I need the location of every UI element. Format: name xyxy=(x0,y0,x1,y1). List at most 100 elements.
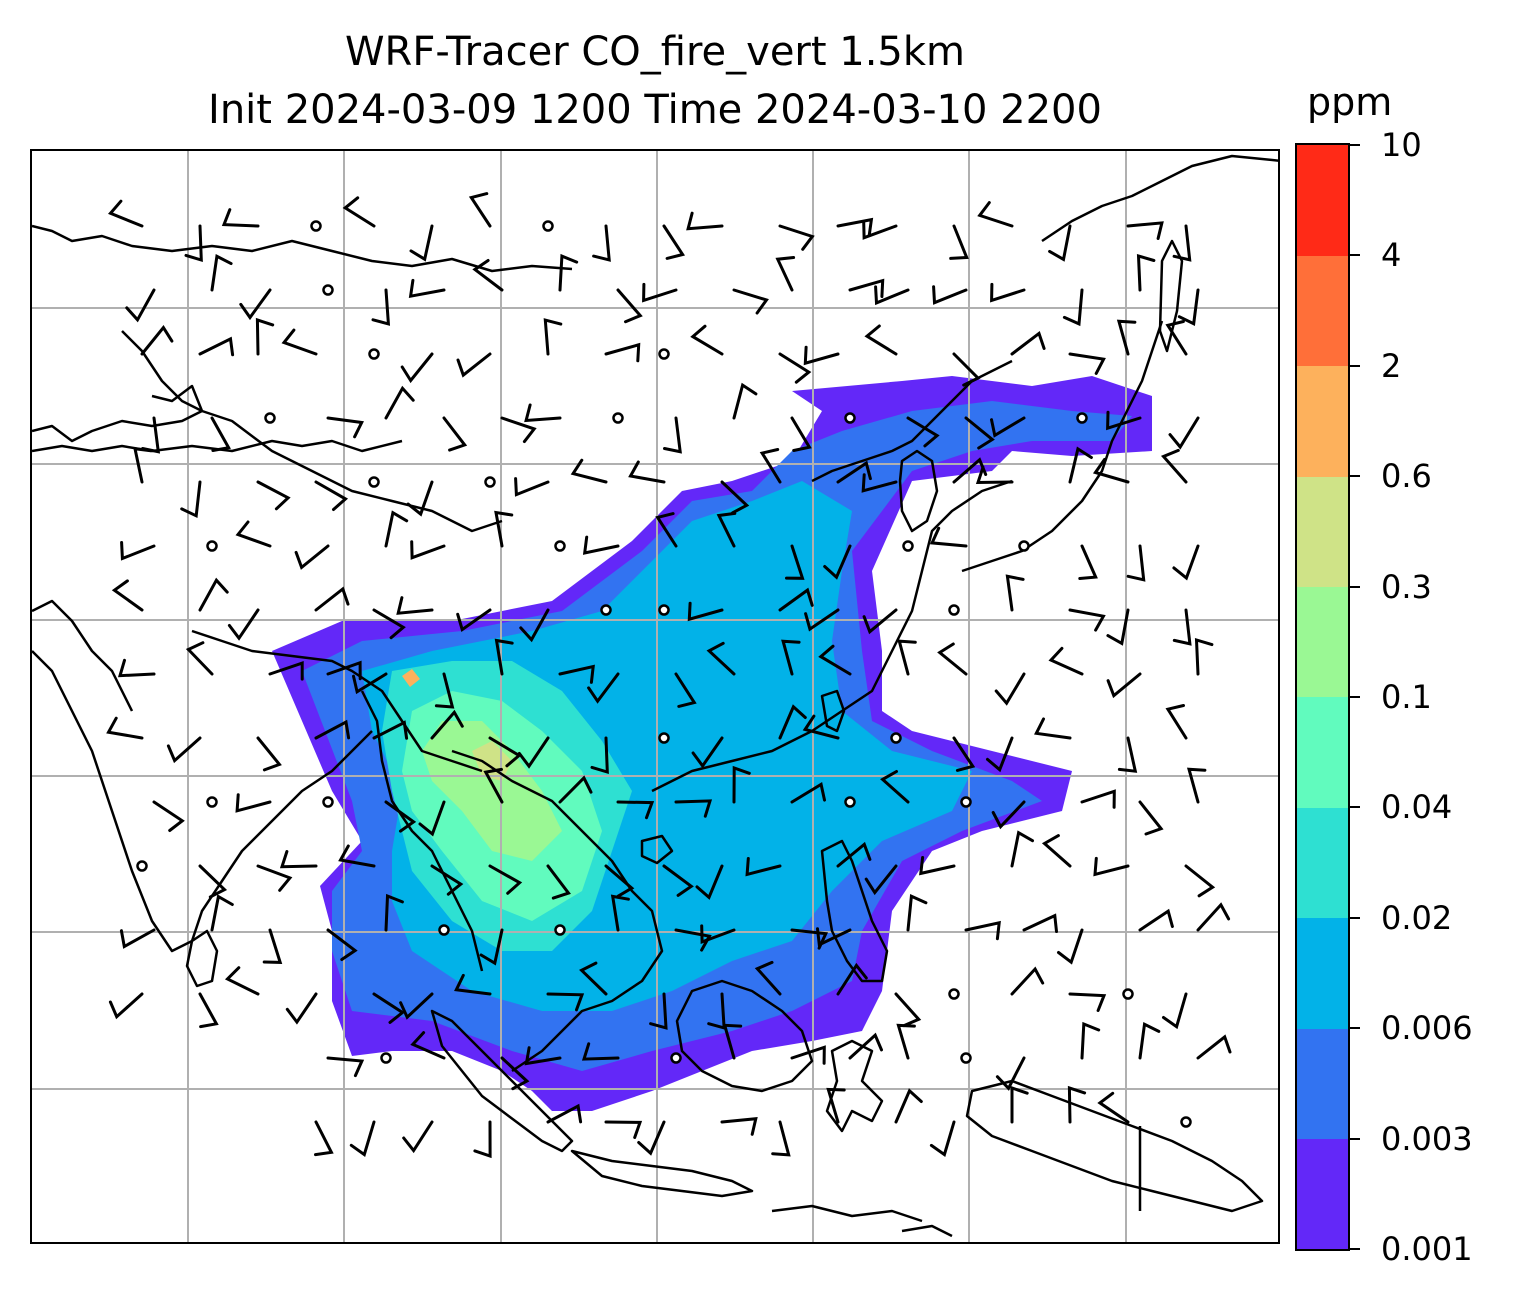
wind-barb xyxy=(235,520,272,548)
colorbar-segment xyxy=(1297,145,1348,256)
wind-barb xyxy=(546,1103,583,1124)
island-taiwan xyxy=(820,689,846,733)
wind-barb xyxy=(210,416,231,452)
colorbar-tick-mark xyxy=(1350,916,1360,919)
calm-wind-marker xyxy=(438,924,450,936)
wind-barb xyxy=(1068,608,1106,632)
wind-barbs xyxy=(106,192,1232,1159)
wind-barb xyxy=(616,800,655,820)
wind-barb xyxy=(558,775,593,804)
wind-barb xyxy=(655,512,678,548)
wind-barb xyxy=(1062,288,1084,327)
wind-barb xyxy=(1005,574,1025,612)
coast-china-east xyxy=(811,359,1013,483)
wind-barb xyxy=(610,894,630,932)
wind-barb xyxy=(384,893,404,932)
coast-japan xyxy=(961,320,1164,573)
wind-barb xyxy=(1106,410,1142,431)
wind-barb xyxy=(210,894,234,932)
wind-barb xyxy=(785,544,805,580)
wind-barb xyxy=(848,278,885,298)
wind-barb xyxy=(558,664,595,684)
colorbar-unit-label: ppm xyxy=(1307,80,1393,124)
wind-barb xyxy=(1186,767,1207,804)
wind-barb xyxy=(720,1117,758,1136)
wind-barb xyxy=(406,480,434,517)
wind-barb xyxy=(1041,834,1072,868)
wind-barb xyxy=(117,658,156,678)
wind-barb xyxy=(716,511,737,548)
wind-barb xyxy=(991,800,1026,830)
wind-barb xyxy=(184,224,203,263)
wind-barb xyxy=(823,544,852,580)
colorbar-segment xyxy=(1297,586,1348,698)
wind-barb xyxy=(894,992,922,1028)
wind-barb xyxy=(1126,544,1146,582)
wind-barb xyxy=(108,992,144,1020)
wind-barb xyxy=(472,259,504,292)
wind-barb xyxy=(1160,448,1188,484)
coastlines xyxy=(32,154,1278,1238)
wind-barb xyxy=(546,864,571,900)
wind-barb xyxy=(352,672,388,695)
wind-barb xyxy=(732,765,751,804)
wind-barb xyxy=(279,850,318,869)
colorbar-tick-mark xyxy=(1350,696,1360,698)
map-panel xyxy=(30,149,1280,1244)
wind-barb xyxy=(418,800,446,837)
wind-barb xyxy=(929,1120,956,1158)
wind-barb xyxy=(1080,1021,1101,1060)
wind-barb xyxy=(1080,789,1116,809)
wind-barb xyxy=(604,1120,643,1139)
wind-barb xyxy=(848,1032,883,1060)
colorbar-tick-label: 0.001 xyxy=(1381,1230,1473,1268)
wind-barb xyxy=(663,416,682,454)
colorbar-segment xyxy=(1297,697,1348,808)
wind-barb xyxy=(1106,608,1130,646)
coast-russia-east xyxy=(1041,154,1278,243)
wind-barb xyxy=(790,782,826,804)
wind-barb xyxy=(1138,908,1174,932)
wind-barb xyxy=(994,672,1026,706)
wind-barb xyxy=(778,587,814,612)
border-himalaya xyxy=(191,629,483,773)
wind-barb xyxy=(687,601,724,622)
wind-barb xyxy=(384,800,417,833)
wind-barb xyxy=(262,928,283,964)
calm-wind-marker xyxy=(380,1052,392,1064)
wind-barb xyxy=(1097,1091,1130,1124)
wind-barb xyxy=(107,199,144,228)
coast-new-guinea xyxy=(965,1079,1264,1213)
wind-barb xyxy=(166,736,202,764)
wind-barb xyxy=(937,642,968,676)
wind-barb xyxy=(880,770,910,804)
calm-wind-marker xyxy=(1018,540,1030,552)
wind-barb xyxy=(371,288,391,326)
wind-barb xyxy=(1138,1022,1161,1060)
wind-barb xyxy=(1093,856,1130,877)
wind-barb xyxy=(581,1042,620,1061)
wind-barb xyxy=(804,608,840,632)
wind-barb xyxy=(500,1056,530,1091)
wind-barb xyxy=(778,352,812,384)
plot-title-line-1: WRF-Tracer CO_fire_vert 1.5km xyxy=(344,29,966,75)
calm-wind-marker xyxy=(310,220,322,232)
wind-barb xyxy=(198,577,229,612)
wind-barb xyxy=(604,342,641,363)
wind-barb xyxy=(803,345,840,366)
wind-barb xyxy=(483,767,504,804)
wind-barb xyxy=(326,1056,365,1078)
wind-barb xyxy=(1048,224,1072,262)
wind-barb xyxy=(410,540,446,560)
colorbar-tick-mark xyxy=(1350,475,1360,478)
wind-barb xyxy=(1136,253,1156,292)
wind-barb xyxy=(198,992,219,1029)
wind-barb xyxy=(488,864,523,895)
wind-barb xyxy=(995,1056,1026,1091)
wind-barb xyxy=(1092,457,1130,484)
wind-barb xyxy=(294,544,330,570)
calm-wind-marker xyxy=(844,796,856,808)
wind-barb xyxy=(255,317,275,356)
wind-barb xyxy=(1048,646,1084,676)
wind-barb xyxy=(430,864,464,896)
